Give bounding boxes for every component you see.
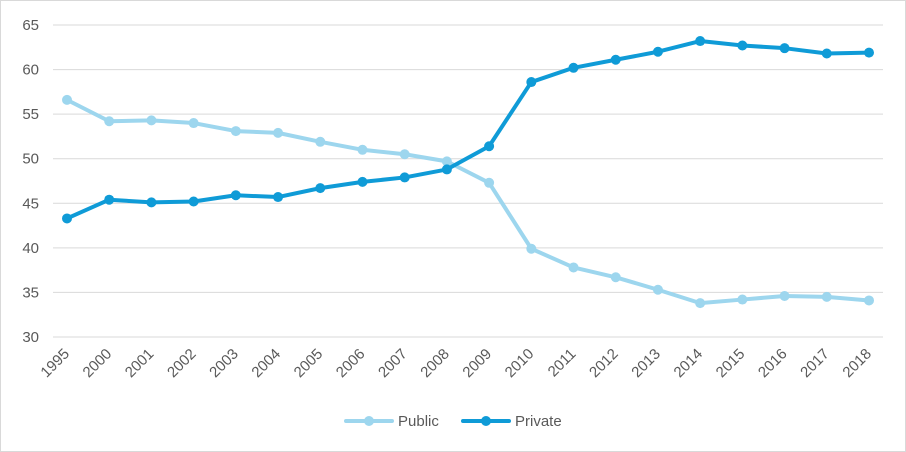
data-point-public [526,243,537,254]
y-tick-label: 30 [22,329,39,346]
data-point-private [652,46,663,57]
data-point-public [146,115,157,126]
data-point-private [273,192,284,203]
legend-label-public: Public [398,413,439,430]
data-point-private [441,164,452,175]
data-point-private [315,183,326,194]
data-point-private [230,190,241,201]
data-point-public [62,94,72,105]
data-point-public [441,156,452,167]
data-point-public [230,126,241,137]
x-tick-label: 2000 [80,345,116,381]
data-point-private [146,197,157,208]
x-tick-label: 1995 [37,345,73,381]
data-point-public [315,136,326,147]
data-point-public [737,294,748,305]
data-point-public [568,262,579,273]
x-tick-label: 2017 [797,345,833,381]
x-tick-label: 2011 [545,345,580,380]
data-point-private [484,141,495,152]
data-point-private [610,54,621,65]
data-point-public [188,118,199,129]
x-tick-label: 2005 [291,345,327,381]
x-tick-label: 2008 [417,345,453,381]
data-point-public [610,272,621,283]
x-tick-label: 2001 [122,345,158,381]
gridlines [53,24,883,338]
x-tick-label: 2018 [839,345,875,381]
data-point-private [821,48,832,59]
data-point-private [62,213,72,224]
x-axis-ticks: 1995 2000 2001 2002 2003 2004 2005 2006 2007 2008… [37,345,875,381]
y-tick-label: 35 [22,284,39,301]
legend: Public Private [344,413,562,430]
series-group [62,36,874,309]
data-point-private [357,176,368,187]
y-tick-label: 60 [22,62,39,79]
data-point-private [779,43,790,54]
data-point-public [695,298,706,309]
x-tick-label: 2014 [671,345,707,381]
data-point-public [357,144,368,155]
data-point-public [104,116,115,127]
data-point-public [484,177,495,188]
data-point-public [399,149,410,160]
data-point-private [568,62,579,73]
y-tick-label: 50 [22,151,39,168]
x-tick-label: 2004 [248,345,284,381]
legend-marker-private [481,416,491,426]
data-point-private [737,40,748,51]
x-tick-label: 2002 [164,345,200,381]
x-tick-label: 2012 [586,345,622,381]
y-axis-ticks: 30 35 40 45 50 55 60 65 [22,17,39,346]
data-point-public [273,127,284,138]
x-tick-label: 2015 [713,345,749,381]
y-tick-label: 40 [22,240,39,257]
x-tick-label: 2003 [206,345,242,381]
x-tick-label: 2016 [755,345,791,381]
data-point-private [526,77,537,88]
x-tick-label: 2007 [375,345,411,381]
data-point-private [864,47,874,58]
x-tick-label: 2006 [333,345,369,381]
y-tick-label: 45 [22,195,39,212]
data-point-private [399,172,410,183]
y-tick-label: 55 [22,106,39,123]
data-point-public [652,284,663,295]
data-point-private [695,36,706,47]
data-point-public [864,295,874,306]
data-point-public [779,290,790,301]
legend-label-private: Private [515,413,562,430]
data-point-public [821,291,832,302]
y-tick-label: 65 [22,17,39,34]
series-line-private [65,39,871,221]
legend-marker-public [364,416,374,426]
data-point-private [104,194,115,205]
x-tick-label: 2013 [628,345,664,381]
data-point-private [188,196,199,207]
series-line-public [65,97,871,306]
x-tick-label: 2009 [459,345,495,381]
x-tick-label: 2010 [502,345,538,381]
